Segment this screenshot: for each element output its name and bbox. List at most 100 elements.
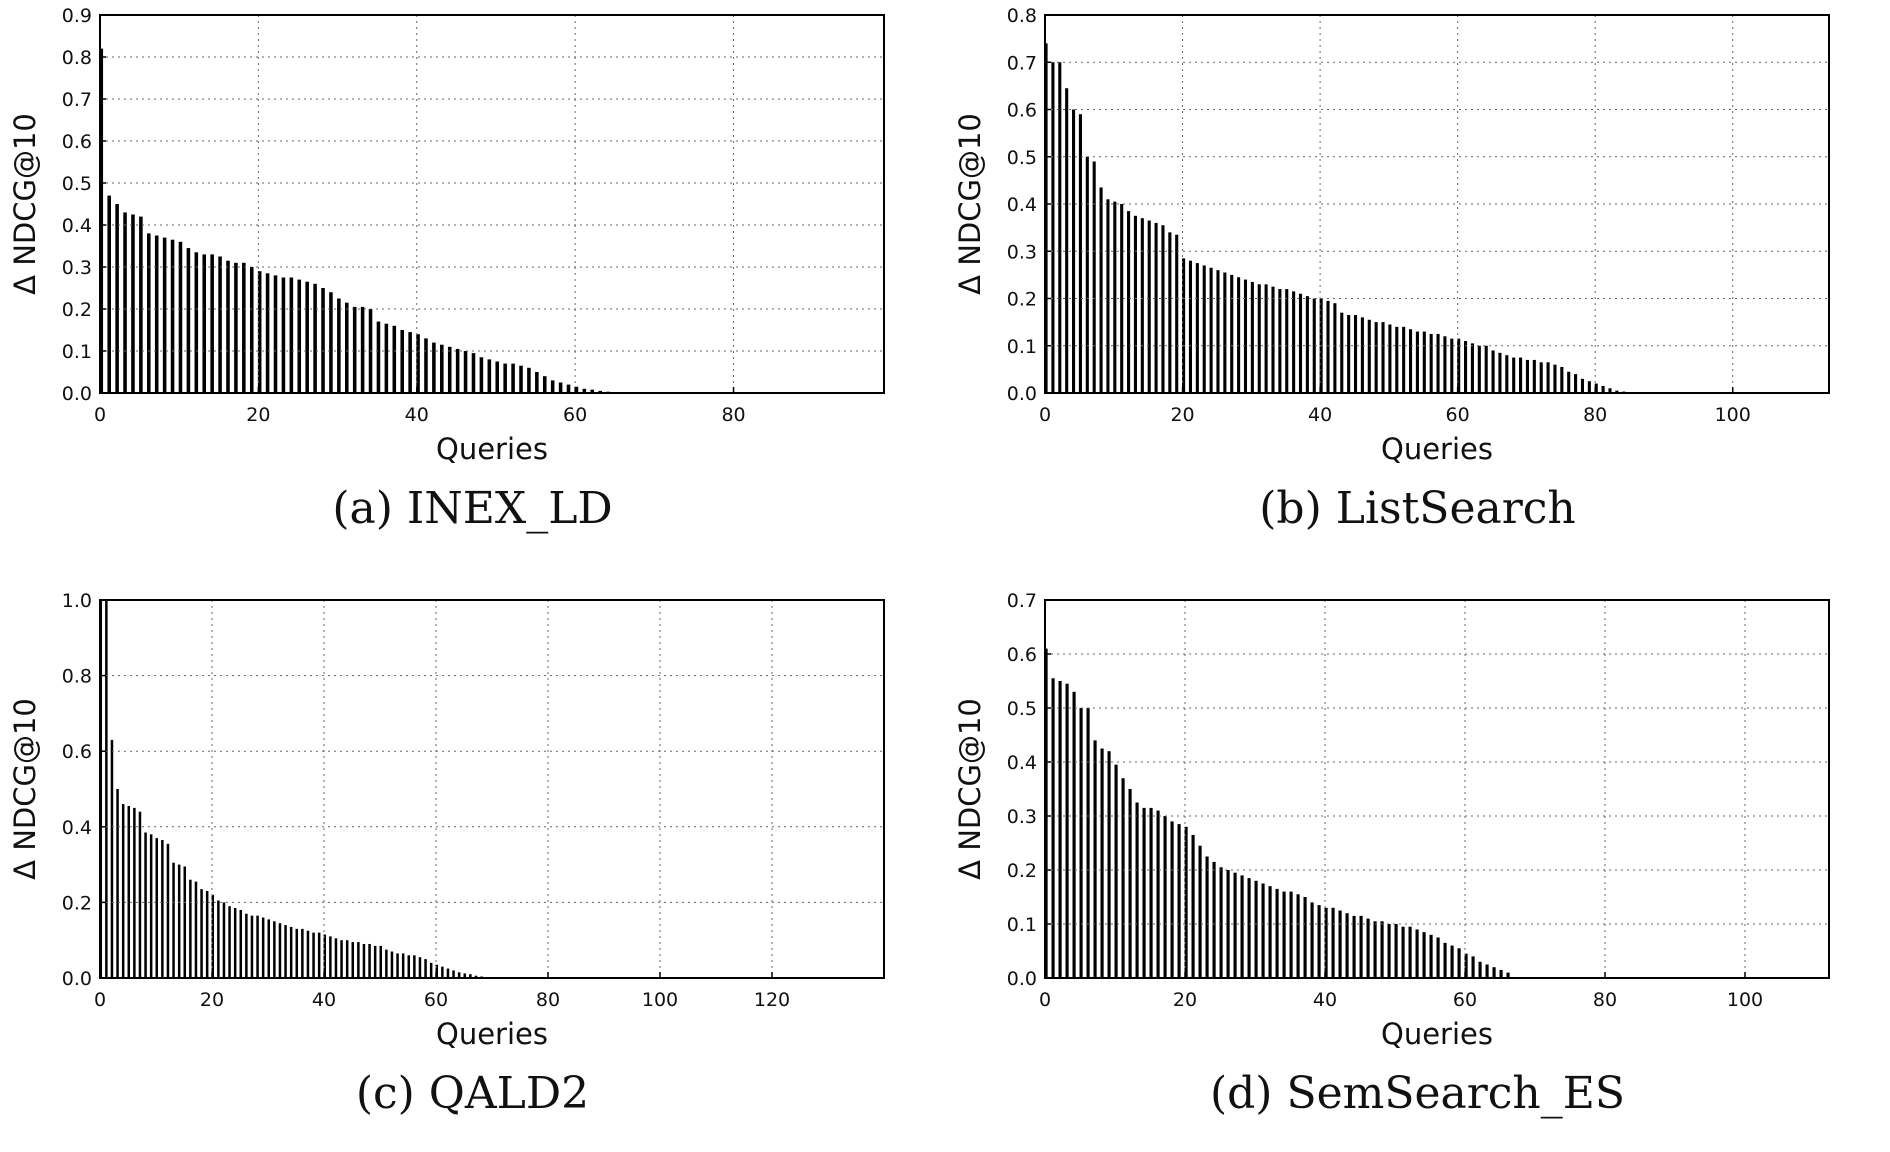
bar bbox=[447, 346, 452, 393]
bar bbox=[455, 348, 460, 393]
bar bbox=[99, 48, 104, 393]
bar bbox=[155, 838, 159, 978]
bar bbox=[166, 843, 170, 978]
bar bbox=[1470, 343, 1474, 393]
y-tick-label: 0.4 bbox=[62, 215, 92, 237]
x-tick-label: 0 bbox=[94, 989, 106, 1011]
bar bbox=[446, 968, 450, 978]
bar bbox=[205, 891, 209, 978]
chart-qald2: 0.0 0.2 0.4 0.6 0.8 1.0 0 20 40 60 80 100 120 Queries… bbox=[8, 590, 885, 1051]
bar bbox=[535, 372, 539, 393]
bar bbox=[1366, 918, 1370, 978]
bar bbox=[1305, 296, 1309, 393]
bar bbox=[390, 951, 394, 978]
bar bbox=[457, 972, 461, 978]
bar bbox=[289, 926, 293, 978]
bar bbox=[1127, 211, 1131, 393]
bar bbox=[435, 964, 439, 978]
x-tick-label: 80 bbox=[1583, 404, 1607, 426]
bar bbox=[133, 807, 136, 978]
bar bbox=[1285, 289, 1289, 393]
bar bbox=[284, 925, 287, 978]
bar bbox=[441, 966, 444, 978]
bar bbox=[1268, 886, 1272, 978]
x-tick-label: 60 bbox=[563, 404, 587, 426]
y-tick-label: 0.5 bbox=[1007, 147, 1037, 169]
bar bbox=[1205, 856, 1209, 978]
bar bbox=[1484, 345, 1488, 393]
bar bbox=[186, 248, 191, 393]
bar bbox=[1436, 333, 1440, 393]
bar bbox=[1133, 215, 1137, 393]
bar bbox=[1072, 109, 1076, 393]
x-tick-label: 40 bbox=[1313, 989, 1337, 1011]
bar bbox=[503, 363, 507, 393]
bar bbox=[1113, 201, 1117, 393]
bar bbox=[144, 832, 147, 978]
chart-inex-ld: 0.0 0.1 0.2 0.3 0.4 0.5 0.6 0.7 0.8 0.9 0 20 40 60 80 Q… bbox=[8, 5, 885, 466]
bar bbox=[495, 361, 500, 393]
bar bbox=[373, 945, 377, 978]
bar bbox=[1450, 945, 1454, 978]
bar bbox=[1044, 648, 1048, 978]
bar bbox=[178, 241, 183, 393]
bar bbox=[1257, 284, 1261, 393]
bar bbox=[1457, 338, 1461, 393]
bar bbox=[1450, 338, 1454, 393]
x-tick-label: 60 bbox=[424, 989, 448, 1011]
y-tick-label: 1.0 bbox=[62, 590, 92, 612]
bar bbox=[1331, 907, 1335, 978]
bar bbox=[138, 811, 142, 978]
y-tick-label: 0.0 bbox=[62, 968, 92, 990]
bar bbox=[1209, 267, 1213, 393]
x-tick-label: 40 bbox=[312, 989, 336, 1011]
bar bbox=[1058, 681, 1062, 978]
bar bbox=[1243, 279, 1248, 393]
bar bbox=[1360, 317, 1364, 393]
bar bbox=[1219, 867, 1223, 978]
x-tick-label: 20 bbox=[200, 989, 224, 1011]
bar bbox=[194, 881, 198, 978]
bar bbox=[1532, 359, 1536, 393]
x-tick-label: 40 bbox=[1308, 404, 1332, 426]
bar bbox=[474, 975, 478, 978]
bar bbox=[256, 915, 259, 978]
bar bbox=[1140, 218, 1144, 393]
bar bbox=[1298, 293, 1303, 393]
bar bbox=[107, 195, 111, 393]
bar bbox=[1422, 331, 1426, 393]
y-tick-label: 0.6 bbox=[62, 741, 92, 763]
bar bbox=[463, 351, 468, 393]
bar bbox=[1177, 824, 1181, 978]
x-axis-label: Queries bbox=[436, 1017, 548, 1051]
bar bbox=[189, 879, 192, 978]
bar bbox=[396, 953, 399, 978]
y-tick-label: 0.2 bbox=[1007, 860, 1037, 882]
bar bbox=[312, 932, 315, 978]
bar bbox=[1191, 834, 1195, 978]
bar bbox=[598, 390, 602, 393]
bar bbox=[273, 275, 278, 393]
y-tick-label: 0.8 bbox=[1007, 5, 1037, 27]
bar bbox=[1121, 778, 1125, 978]
bar bbox=[1078, 114, 1082, 393]
bar bbox=[1147, 220, 1151, 393]
bar bbox=[351, 942, 355, 978]
x-tick-label: 20 bbox=[1170, 404, 1194, 426]
plot-frame bbox=[99, 599, 885, 979]
bar bbox=[1485, 964, 1489, 978]
y-tick-label: 0.3 bbox=[1007, 806, 1037, 828]
bar bbox=[1381, 322, 1385, 393]
bar bbox=[1275, 888, 1279, 978]
x-tick-label: 80 bbox=[536, 989, 560, 1011]
y-tick-label: 0.1 bbox=[62, 341, 92, 363]
x-tick-label: 100 bbox=[1727, 989, 1763, 1011]
bar bbox=[1247, 878, 1251, 978]
bar bbox=[469, 974, 472, 978]
caption-qald2: (c) QALD2 bbox=[355, 1068, 590, 1119]
bar bbox=[1326, 300, 1330, 393]
bar bbox=[161, 840, 164, 978]
bar bbox=[1525, 359, 1529, 393]
bar bbox=[550, 380, 555, 393]
bar bbox=[239, 909, 243, 978]
